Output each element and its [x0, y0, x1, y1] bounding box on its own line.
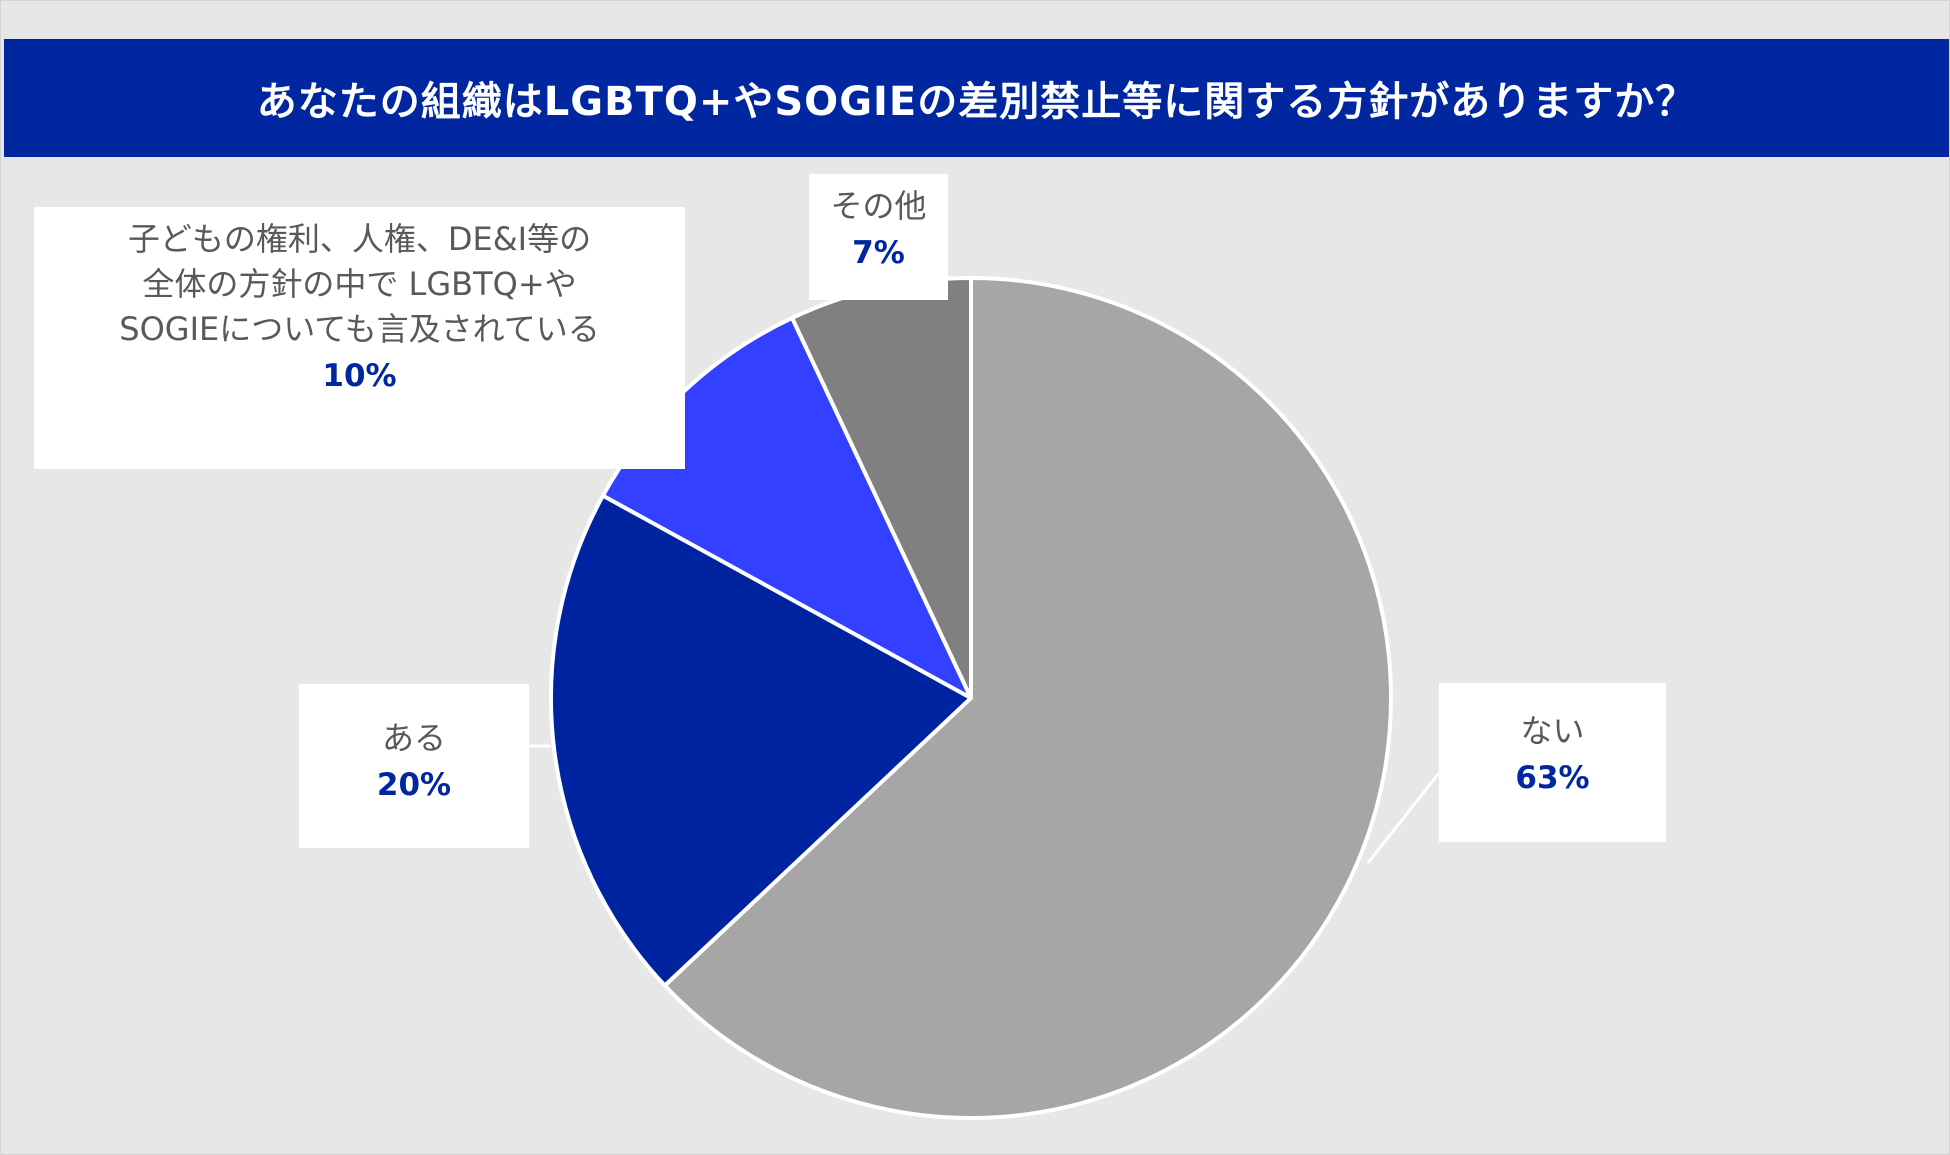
slice-percent: 7% — [852, 235, 905, 271]
slice-category: その他 — [830, 187, 927, 225]
slice-percent: 10% — [322, 358, 397, 394]
chart-title: あなたの組織はLGBTQ+やSOGIEの差別禁止等に関する方針がありますか？ — [256, 79, 1697, 125]
slice-percent: 20% — [376, 767, 452, 803]
slice-percent: 63% — [1515, 760, 1590, 796]
title-bar: あなたの組織はLGBTQ+やSOGIEの差別禁止等に関する方針がありますか？ — [4, 39, 1949, 157]
slice-nai — [662, 276, 1393, 1120]
slice-label-nai: ない 63% — [1439, 683, 1666, 842]
leader-line-nai — [1366, 772, 1441, 864]
slice-label-sonota: その他 7% — [809, 174, 948, 300]
slice-category-line-2: 全体の方針の中で LGBTQ+や — [142, 265, 577, 303]
slice-category-line-3: SOGIEについても言及されている — [119, 310, 600, 348]
slice-category-line-1: 子どもの権利、人権、DE&I等の — [127, 220, 592, 258]
slice-label-aru: ある 20% — [299, 684, 529, 848]
slice-category: ない — [1520, 712, 1585, 750]
slice-category: ある — [381, 719, 446, 757]
slice-label-policy-mention: 子どもの権利、人権、DE&I等の 全体の方針の中で LGBTQ+や SOGIEに… — [34, 207, 685, 469]
slice-aru — [549, 493, 973, 988]
